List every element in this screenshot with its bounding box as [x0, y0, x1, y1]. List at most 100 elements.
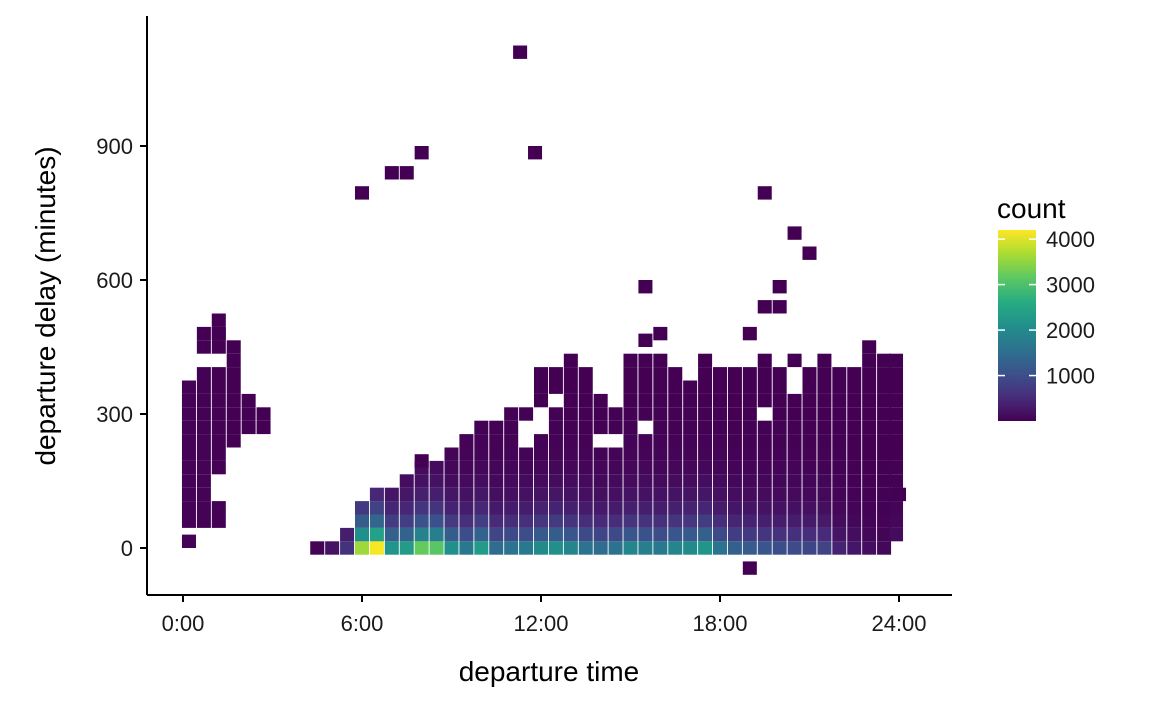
- heatmap-tile: [847, 420, 862, 435]
- heatmap-tile: [593, 447, 608, 461]
- heatmap-tile: [653, 367, 668, 381]
- heatmap-tile: [399, 514, 414, 528]
- heatmap-tile: [653, 447, 668, 461]
- heatmap-tile: [817, 393, 832, 408]
- heatmap-tile: [608, 407, 623, 421]
- heatmap-tile: [608, 447, 623, 461]
- heatmap-tile: [698, 460, 713, 475]
- heatmap-tile: [354, 514, 370, 528]
- heatmap-tile: [712, 434, 728, 448]
- heatmap-tile: [832, 434, 847, 448]
- heatmap-tile: [369, 527, 384, 542]
- heatmap-tile: [638, 527, 653, 542]
- heatmap-tile: [623, 460, 638, 475]
- heatmap-tile: [474, 447, 489, 461]
- heatmap-tile: [593, 487, 608, 502]
- heatmap-tile: [802, 514, 817, 528]
- heatmap-tile: [504, 420, 519, 435]
- heatmap-tile: [563, 501, 578, 515]
- heatmap-tile: [608, 541, 623, 555]
- heatmap-tile: [563, 527, 578, 542]
- heatmap-tile: [683, 487, 698, 502]
- heatmap-tile: [877, 380, 892, 394]
- heatmap-tile-outlier: [757, 186, 772, 200]
- heatmap-tile: [340, 541, 355, 555]
- heatmap-tile: [847, 460, 862, 475]
- heatmap-tile: [533, 367, 549, 381]
- heatmap-tile: [504, 407, 519, 421]
- heatmap-tile: [608, 420, 623, 435]
- heatmap-tile: [847, 407, 862, 421]
- heatmap-tile: [889, 380, 904, 394]
- x-axis-ticks: 0:00 6:00 12:00 18:00 24:00: [162, 595, 927, 636]
- heatmap-tile: [563, 420, 578, 435]
- y-tick-label: 0: [121, 536, 133, 561]
- heatmap-tile: [533, 527, 549, 542]
- heatmap-tile: [608, 501, 623, 515]
- heatmap-tile: [414, 541, 429, 555]
- x-tick-label: 12:00: [513, 611, 568, 636]
- heatmap-tile: [429, 527, 444, 542]
- heatmap-tile: [832, 487, 847, 502]
- heatmap-tile: [653, 474, 668, 488]
- heatmap-tile: [384, 514, 399, 528]
- heatmap-tile: [459, 541, 474, 555]
- heatmap-tile: [533, 514, 549, 528]
- heatmap-tile: [593, 474, 608, 488]
- heatmap-tile-outlier: [772, 280, 787, 294]
- heatmap-tile: [787, 460, 802, 475]
- heatmap-tile: [889, 527, 904, 542]
- heatmap-tile: [787, 420, 802, 435]
- heatmap-tile: [459, 434, 474, 448]
- heatmap-tile: [653, 380, 668, 394]
- heatmap-tile: [802, 447, 817, 461]
- heatmap-tile: [847, 434, 862, 448]
- heatmap-tile: [889, 407, 904, 421]
- heatmap-tile: [683, 527, 698, 542]
- heatmap-tile: [638, 541, 653, 555]
- heatmap-tile: [772, 393, 787, 408]
- heatmap-tile: [211, 340, 226, 354]
- heatmap-tile: [474, 460, 489, 475]
- heatmap-tile: [196, 501, 211, 515]
- heatmap-tile: [489, 514, 504, 528]
- heatmap-tile: [712, 527, 728, 542]
- heatmap-tile: [727, 380, 742, 394]
- heatmap-tile: [563, 407, 578, 421]
- heatmap-tile: [504, 447, 519, 461]
- heatmap-tile: [459, 447, 474, 461]
- heatmap-tile: [504, 527, 519, 542]
- heatmap-tile: [638, 487, 653, 502]
- heatmap-tile-outlier: [414, 146, 429, 160]
- heatmap-tile: [698, 447, 713, 461]
- heatmap-tile: [196, 340, 211, 354]
- heatmap-tile: [578, 367, 593, 381]
- heatmap-tile: [489, 541, 504, 555]
- heatmap-tile-outlier: [414, 454, 429, 468]
- heatmap-tile: [772, 407, 787, 421]
- heatmap-tile: [474, 487, 489, 502]
- heatmap-tile: [429, 501, 444, 515]
- heatmap-tile: [698, 434, 713, 448]
- heatmap-tile: [817, 353, 832, 368]
- heatmap-tile: [712, 487, 728, 502]
- heatmap-tile: [698, 407, 713, 421]
- heatmap-tile: [712, 447, 728, 461]
- heatmap-tile: [519, 541, 534, 555]
- heatmap-tile-outlier: [384, 166, 399, 180]
- heatmap-tile: [802, 380, 817, 394]
- heatmap-tile: [593, 420, 608, 435]
- heatmap-tile: [772, 501, 787, 515]
- heatmap-tile: [459, 501, 474, 515]
- heatmap-tile: [889, 460, 904, 475]
- heatmap-tile: [623, 541, 638, 555]
- heatmap-tile: [832, 514, 847, 528]
- x-tick-label: 24:00: [871, 611, 926, 636]
- heatmap-tile: [802, 434, 817, 448]
- heatmap-tile: [653, 460, 668, 475]
- heatmap-tile: [742, 527, 757, 542]
- heatmap-tile: [196, 380, 211, 394]
- heatmap-tile: [817, 527, 832, 542]
- heatmap-tile: [757, 514, 772, 528]
- heatmap-tile: [757, 501, 772, 515]
